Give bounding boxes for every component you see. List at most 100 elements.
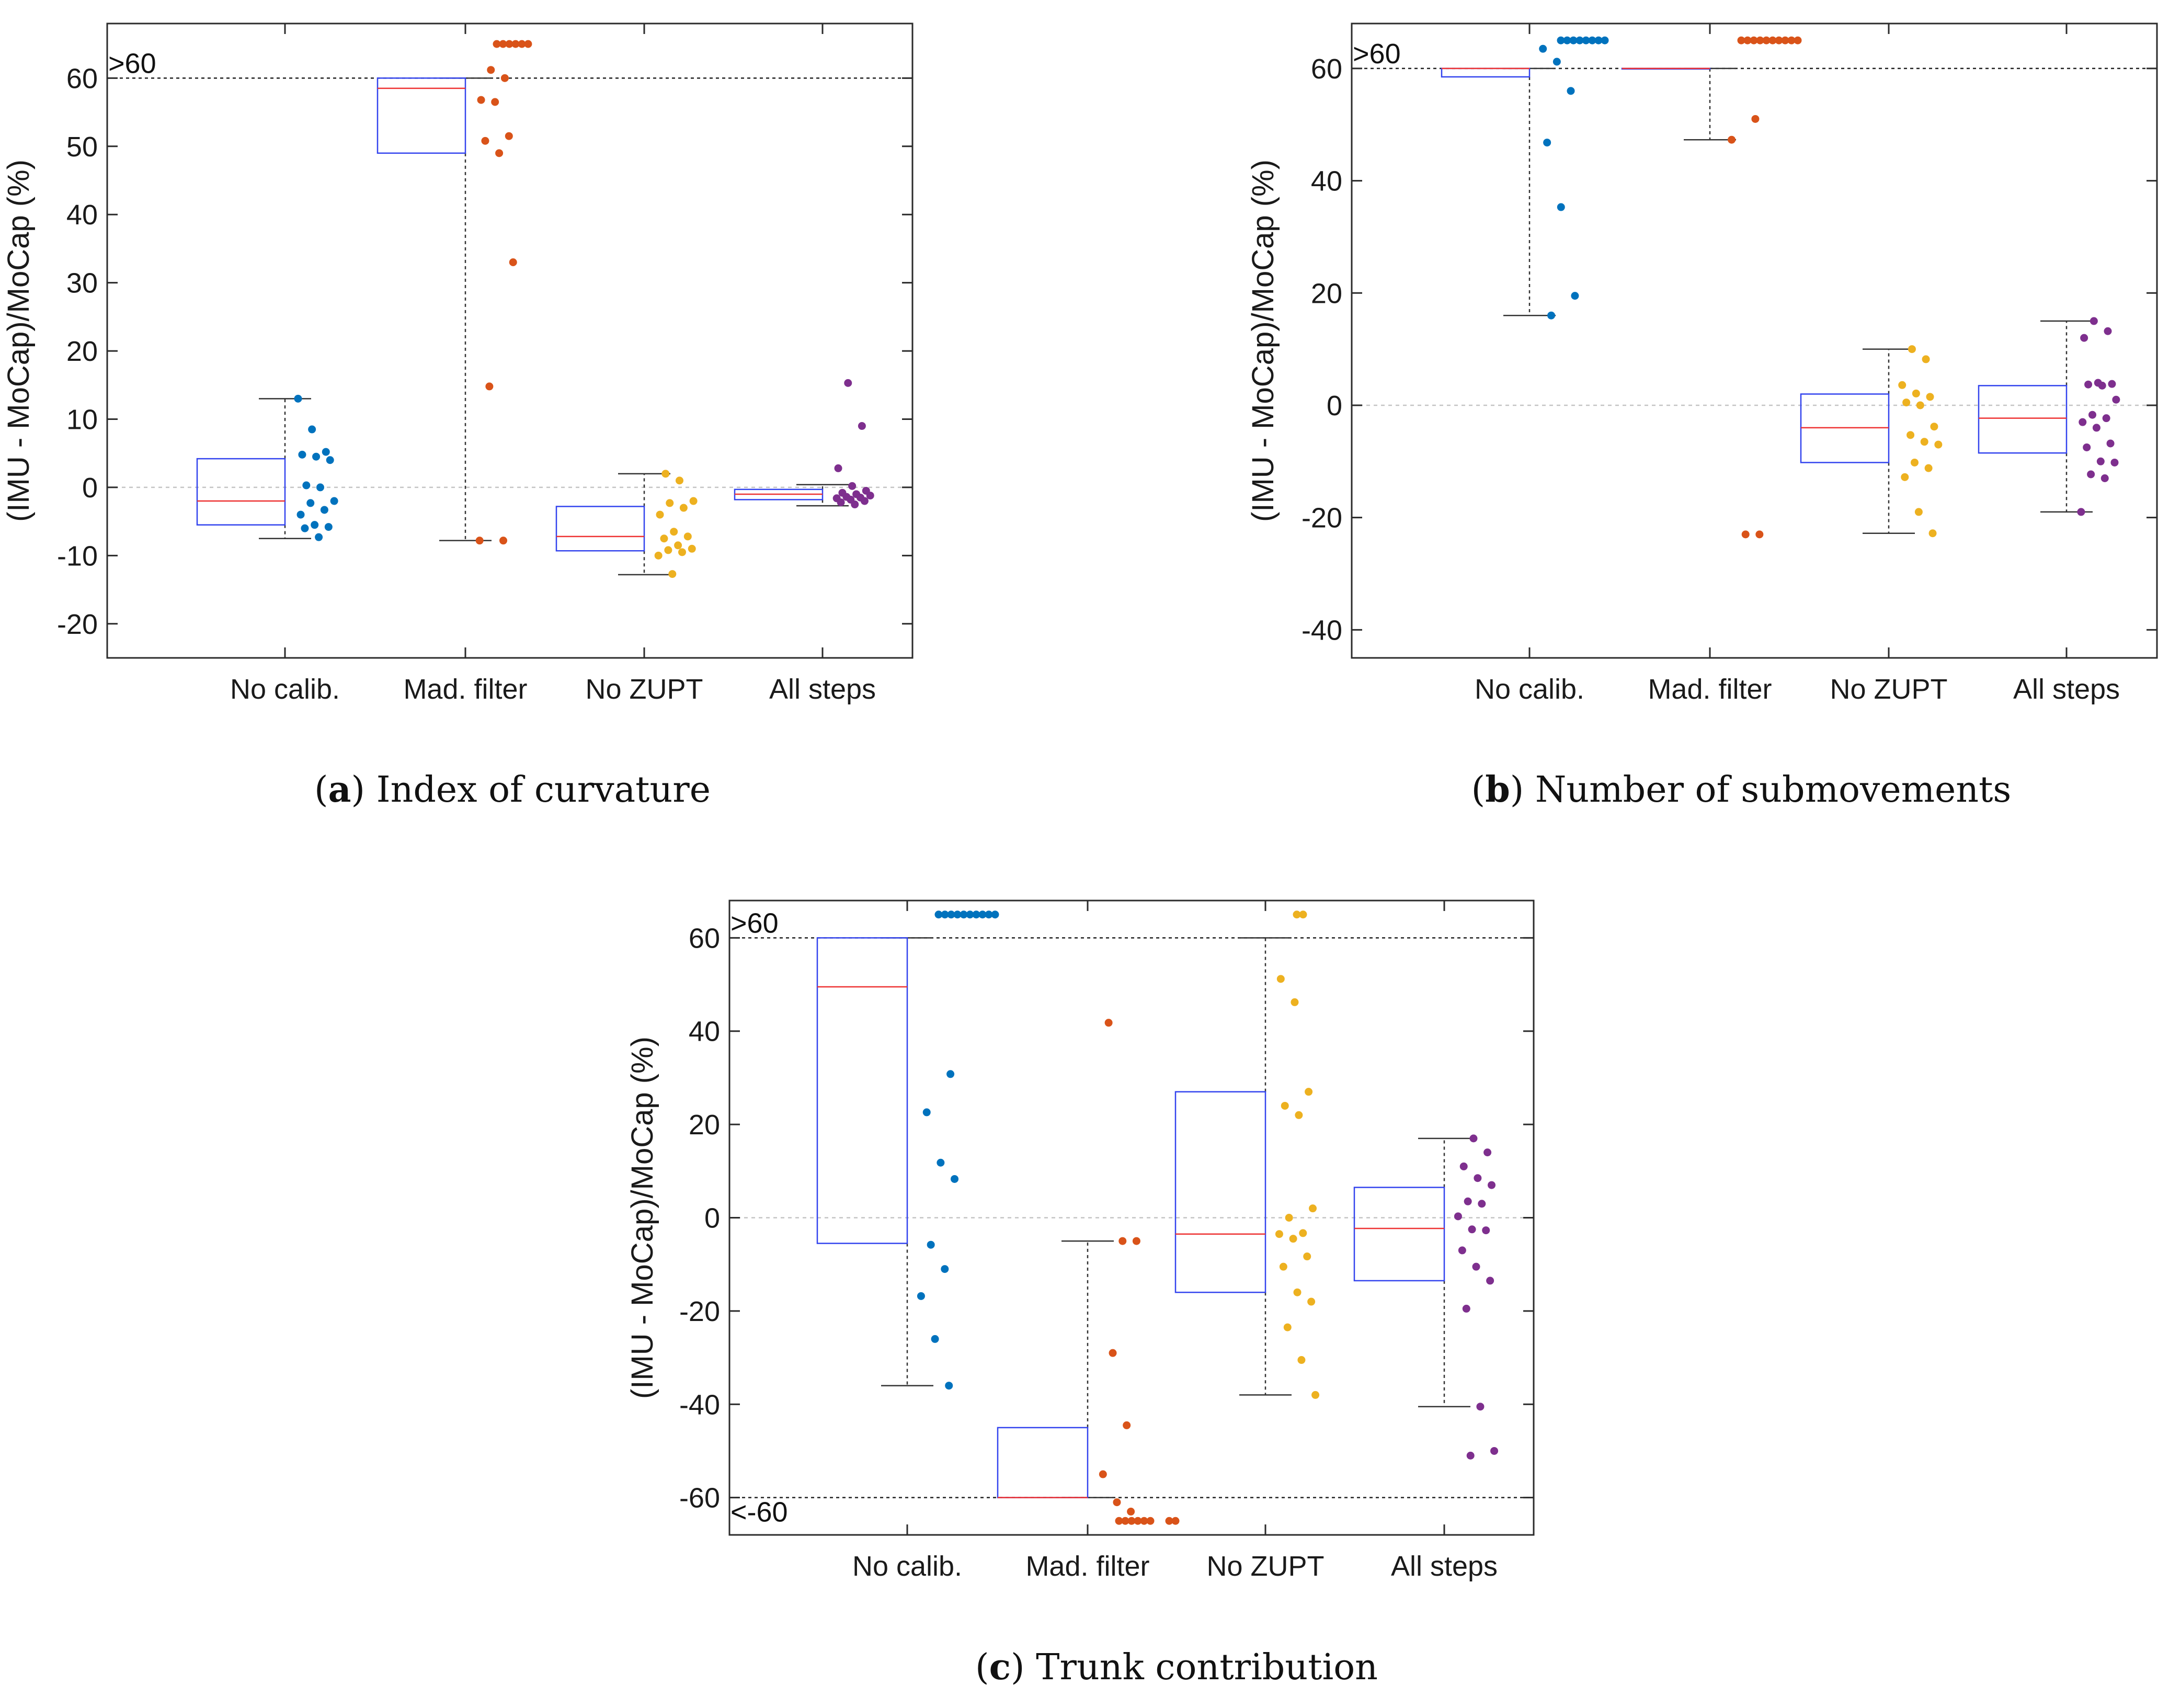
data-point	[1768, 36, 1777, 44]
data-point	[1794, 36, 1802, 44]
threshold-label: >60	[730, 907, 779, 939]
data-point	[1299, 1229, 1307, 1237]
data-point	[509, 258, 517, 267]
data-point	[1285, 1214, 1293, 1222]
data-point	[518, 40, 526, 48]
data-point	[1582, 36, 1590, 44]
data-point	[953, 910, 962, 919]
data-point	[666, 499, 674, 507]
data-point	[316, 483, 324, 492]
x-tick-label: No calib.	[230, 674, 340, 705]
data-point	[1924, 464, 1933, 472]
data-point	[934, 910, 943, 919]
data-point	[505, 40, 513, 48]
data-point	[1728, 135, 1736, 144]
data-point	[2083, 443, 2091, 451]
y-tick-label: 50	[66, 131, 98, 163]
box-iqr	[1353, 1187, 1445, 1282]
chart-panel-b: >60 60 40 20 0 -20 -40 (IMU - MoCap)/MoCap (%) N…	[1246, 22, 2158, 705]
data-point	[688, 544, 696, 553]
data-point	[2112, 395, 2120, 404]
data-point	[1297, 1356, 1306, 1364]
data-point	[1293, 910, 1301, 919]
data-point	[922, 1108, 931, 1117]
data-point	[326, 456, 334, 464]
data-point	[2087, 470, 2095, 479]
data-point	[2098, 381, 2106, 390]
data-point	[1482, 1226, 1490, 1235]
data-point	[1557, 203, 1565, 211]
data-point	[1926, 393, 1934, 401]
data-point	[927, 1240, 935, 1249]
box-iqr	[997, 1427, 1089, 1498]
threshold-label: >60	[108, 48, 156, 79]
data-point	[1576, 36, 1584, 44]
y-tick-label: 60	[1311, 53, 1342, 85]
data-point	[1118, 1237, 1127, 1245]
y-tick-label: 20	[66, 336, 98, 367]
data-point	[2079, 418, 2087, 426]
data-point	[1113, 1498, 1121, 1507]
data-point	[2102, 414, 2110, 423]
data-point	[2077, 508, 2085, 516]
data-point	[1279, 1262, 1287, 1271]
data-point	[972, 910, 980, 919]
data-point	[1309, 1204, 1317, 1213]
data-point	[1307, 1297, 1316, 1306]
data-point	[2108, 380, 2116, 388]
data-point	[320, 506, 328, 514]
data-point	[1916, 401, 1924, 409]
data-point	[1490, 1447, 1499, 1455]
data-point	[1472, 1262, 1480, 1271]
data-point	[947, 910, 955, 919]
data-point	[1908, 345, 1916, 354]
data-point	[679, 504, 688, 512]
y-tick-label: -60	[679, 1483, 720, 1514]
data-point	[2106, 439, 2115, 448]
x-tick-label: All steps	[1391, 1551, 1498, 1582]
data-point	[1109, 1349, 1117, 1357]
data-point	[485, 382, 494, 391]
data-point	[654, 551, 663, 560]
data-point	[1140, 1517, 1148, 1525]
data-point	[1295, 1111, 1303, 1119]
box-iqr	[1978, 385, 2068, 454]
data-point	[1171, 1517, 1180, 1525]
data-point	[1547, 311, 1556, 320]
caption-a: (a) Index of curvature	[314, 769, 711, 811]
data-point	[917, 1292, 925, 1300]
data-point	[1907, 431, 1915, 439]
data-point	[1486, 1277, 1494, 1285]
x-tick-label: All steps	[769, 674, 876, 705]
data-point	[660, 534, 668, 543]
data-point	[330, 497, 338, 505]
data-point	[1305, 1088, 1313, 1096]
data-point	[1563, 36, 1571, 44]
y-tick-label: -20	[1302, 503, 1342, 534]
data-point	[296, 510, 305, 519]
data-point	[1898, 381, 1907, 389]
data-point	[1569, 36, 1578, 44]
y-tick-label: 20	[689, 1109, 720, 1141]
data-point	[1787, 36, 1796, 44]
x-tick-label: Mad. filter	[1025, 1551, 1149, 1582]
chart-panel-a: >60 60 50 40 30 20 10 0 -10 -20 (IMU - MoCap)/MoCa…	[2, 22, 914, 705]
y-tick-label: 0	[704, 1203, 720, 1234]
data-point	[1741, 530, 1750, 539]
data-point	[1478, 1200, 1486, 1208]
y-tick-label: 10	[66, 404, 98, 435]
data-point	[2092, 424, 2100, 432]
data-point	[1914, 508, 1923, 516]
data-point	[1289, 1235, 1297, 1243]
data-point	[985, 910, 993, 919]
data-point	[931, 1335, 939, 1343]
data-point	[1469, 1134, 1478, 1143]
x-tick-label: No ZUPT	[1830, 674, 1947, 705]
data-point	[302, 481, 311, 489]
y-tick-label: 20	[1311, 278, 1342, 309]
chart-panel-c: >60 <-60 60 40 20 0 -20 -40 -60 (IMU - MoCap)/MoC…	[625, 899, 1535, 1582]
data-point	[499, 40, 507, 48]
data-point	[301, 524, 309, 532]
data-point	[1588, 36, 1596, 44]
y-tick-label: 0	[1327, 390, 1342, 422]
